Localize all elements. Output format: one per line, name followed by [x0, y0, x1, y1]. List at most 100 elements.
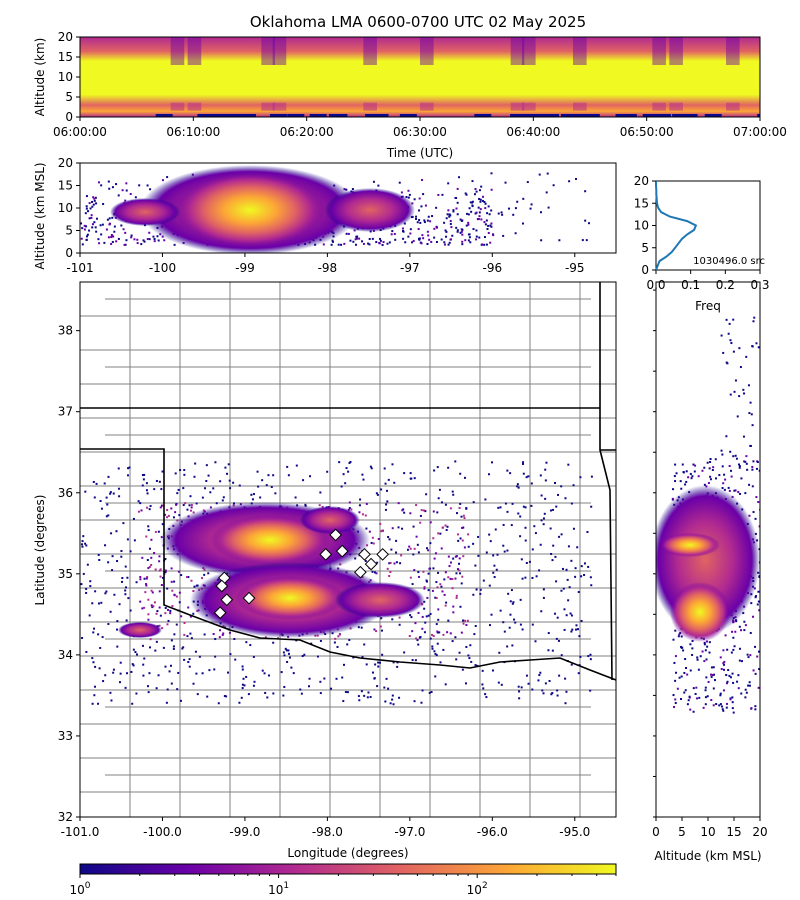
la-source — [465, 193, 468, 196]
map-source-dense — [466, 619, 469, 622]
map-source — [157, 674, 160, 677]
map-source-dense — [375, 630, 378, 633]
al-source-north — [738, 347, 741, 350]
la-source — [130, 236, 133, 239]
la-source-east — [501, 213, 504, 216]
la-source — [378, 242, 381, 245]
al-source — [704, 689, 707, 692]
map-source — [459, 502, 462, 505]
la-source — [117, 194, 120, 197]
la-source — [417, 228, 420, 231]
map-source — [118, 681, 121, 684]
al-source-north — [750, 413, 753, 416]
map-source — [189, 495, 192, 498]
al-source — [726, 680, 729, 683]
al-source-north — [752, 320, 755, 323]
map-source — [120, 555, 123, 558]
al-source — [725, 706, 728, 709]
map-source — [347, 470, 350, 473]
map-source — [238, 484, 241, 487]
map-source — [207, 572, 210, 575]
la-source — [81, 243, 84, 246]
map-source — [425, 615, 428, 618]
al-source — [710, 673, 713, 676]
map-source — [346, 691, 349, 694]
la-source-east — [479, 200, 482, 203]
al-source — [711, 469, 714, 472]
map-source — [133, 539, 136, 542]
plan-view-xlabel: Longitude (degrees) — [287, 846, 408, 860]
map-source — [161, 470, 164, 473]
al-source — [731, 701, 734, 704]
al-source — [721, 453, 724, 456]
map-source-dense — [449, 577, 452, 580]
al-source — [703, 641, 706, 644]
la-source — [445, 230, 448, 233]
histogram-xlabel: Freq — [695, 299, 721, 313]
al-source — [757, 590, 760, 593]
hist-ytick-label: 0 — [641, 263, 649, 277]
map-source-dense — [167, 608, 170, 611]
la-source — [138, 184, 141, 187]
al-source — [698, 696, 701, 699]
map-source — [205, 464, 208, 467]
map-source — [308, 677, 311, 680]
map-source-dense — [149, 638, 152, 641]
map-source-dense — [431, 589, 434, 592]
map-source — [539, 543, 542, 546]
station-marker — [215, 579, 229, 593]
map-source — [446, 525, 449, 528]
map-source — [141, 644, 144, 647]
al-source — [694, 692, 697, 695]
al-source — [744, 492, 747, 495]
map-source-dense — [190, 509, 193, 512]
map-source-dense — [160, 584, 163, 587]
map-source — [104, 592, 107, 595]
map-source — [93, 694, 96, 697]
th-ground-speck — [269, 114, 287, 117]
th-dim-column-low — [652, 102, 666, 111]
map-source — [268, 674, 271, 677]
map-source — [97, 633, 100, 636]
map-source — [377, 661, 380, 664]
map-source — [93, 685, 96, 688]
map-source — [323, 677, 326, 680]
la-source-east — [497, 212, 500, 215]
map-source — [473, 633, 476, 636]
th-xtick-label: 06:20:00 — [280, 125, 334, 139]
map-source — [363, 643, 366, 646]
map-source — [391, 698, 394, 701]
la-source — [490, 209, 493, 212]
map-source — [195, 502, 198, 505]
map-source-dense — [461, 575, 464, 578]
map-source — [570, 614, 573, 617]
map-source — [590, 505, 593, 508]
map-source — [164, 606, 167, 609]
map-source — [160, 488, 163, 491]
map-source — [285, 649, 288, 652]
al-source — [727, 486, 730, 489]
la-xtick-label: -98 — [318, 261, 338, 275]
la-source — [467, 239, 470, 242]
map-source-dense — [174, 511, 177, 514]
la-source — [120, 224, 123, 227]
map-source-dense — [451, 587, 454, 590]
map-source — [540, 494, 543, 497]
al-source — [691, 653, 694, 656]
map-source — [524, 526, 527, 529]
la-source — [330, 243, 333, 246]
al-source — [749, 654, 752, 657]
la-source — [117, 237, 120, 240]
map-density-north-core — [210, 515, 330, 565]
al-source — [737, 490, 740, 493]
map-source — [376, 685, 379, 688]
map-source — [558, 535, 561, 538]
al-source — [747, 684, 750, 687]
map-source — [510, 524, 513, 527]
la-source — [124, 243, 127, 246]
hist-ytick-label: 10 — [634, 219, 649, 233]
colorbar-ticks: 100 101 102 — [69, 874, 617, 897]
colorbar-gradient — [79, 863, 617, 875]
map-source — [153, 488, 156, 491]
